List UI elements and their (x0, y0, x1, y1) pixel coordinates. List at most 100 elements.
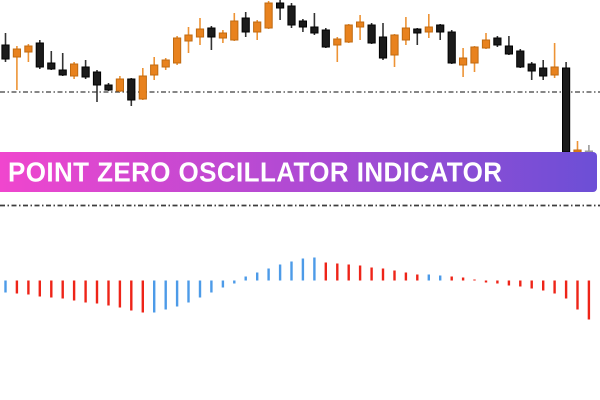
oscillator-bar (244, 276, 247, 281)
oscillator-bar (564, 280, 568, 299)
oscillator-bar (439, 275, 442, 281)
candle-body (287, 5, 296, 26)
candle-body (344, 24, 353, 43)
oscillator-bar (393, 270, 396, 281)
oscillator-bar (15, 280, 19, 294)
candle-body (539, 67, 548, 77)
oscillator-bar (507, 280, 511, 286)
oscillator-bar (542, 280, 545, 291)
oscillator-bar (496, 280, 499, 284)
oscillator-bar (72, 280, 76, 301)
oscillator-bar (38, 280, 41, 297)
oscillator-bar (175, 280, 179, 307)
candle-body (184, 34, 193, 42)
oscillator-bar (301, 258, 305, 281)
oscillator-bar (153, 280, 156, 313)
oscillator-bar (404, 272, 408, 281)
oscillator-bar (576, 280, 579, 310)
candle-body (70, 63, 79, 77)
candle-body (115, 78, 125, 92)
candle-body (58, 69, 67, 76)
oscillator-bar (130, 280, 133, 311)
oscillator-bar (427, 274, 430, 281)
oscillator-bar (164, 280, 167, 310)
oscillator-bar (107, 280, 110, 306)
candle-body (470, 46, 479, 64)
candle-body (298, 20, 307, 28)
candle-body (516, 50, 525, 68)
oscillator-bar (450, 276, 453, 281)
oscillator-bar (118, 280, 122, 308)
oscillator-bar (370, 267, 373, 281)
candle-body (401, 27, 410, 41)
candle-body (378, 36, 388, 59)
oscillator-bar (358, 265, 362, 281)
oscillator-bar (84, 280, 87, 303)
oscillator-bar (27, 280, 30, 295)
candle-body (550, 66, 559, 76)
oscillator-bar (347, 264, 350, 281)
oscillator-bar (484, 280, 488, 283)
oscillator-bar (530, 280, 533, 289)
oscillator-bar (519, 280, 522, 287)
oscillator-bar (416, 274, 419, 281)
oscillator-bar (267, 268, 270, 281)
candle-body (173, 37, 182, 64)
candle-body (424, 26, 433, 33)
oscillator-bar (256, 272, 259, 281)
candle-body (481, 39, 491, 49)
candle-body (321, 29, 330, 48)
oscillator-bar (381, 268, 385, 281)
title-banner: POINT ZERO OSCILLATOR INDICATOR (0, 152, 597, 192)
candle-body (104, 84, 113, 91)
oscillator-bar (210, 280, 213, 293)
candle-body (504, 45, 513, 55)
candle-body (356, 21, 365, 28)
candle-body (241, 17, 250, 33)
candle-body (459, 57, 468, 66)
candle-body (436, 24, 445, 33)
candle-body (218, 32, 228, 39)
oscillator-bar (141, 280, 144, 313)
oscillator-bar (473, 279, 476, 281)
candle-body (390, 34, 399, 56)
oscillator-bar (553, 280, 556, 294)
oscillator-bar (61, 280, 64, 299)
candle-body (47, 62, 56, 70)
candle-body (195, 28, 205, 38)
price-candles-layer (1, 0, 593, 153)
candle-body (562, 67, 571, 153)
oscillator-bar (187, 280, 190, 303)
candle-body (81, 66, 90, 78)
oscillator-bar (278, 264, 282, 281)
candle-body (264, 2, 273, 29)
candle-body (161, 59, 170, 68)
candle-body (1, 44, 10, 60)
candle-body (253, 21, 262, 33)
candle-body (276, 2, 285, 9)
candle-body (413, 28, 422, 34)
candle-body (207, 27, 216, 38)
candle-body (310, 26, 319, 34)
candle-body (127, 78, 136, 101)
oscillator-bar (336, 263, 339, 281)
candle-body (230, 20, 239, 41)
oscillator-bar (461, 277, 465, 281)
candle-body (12, 48, 21, 58)
oscillator-bar (233, 280, 236, 284)
gridlines-layer (0, 91, 600, 207)
candle-body (447, 31, 456, 64)
candle-body (493, 37, 502, 46)
candle-body (35, 42, 44, 68)
candle-body (333, 38, 342, 46)
candle-body (150, 64, 159, 76)
oscillator-bar (324, 262, 327, 281)
oscillator-bar (290, 261, 293, 281)
oscillator-bar (198, 280, 202, 298)
oscillator-bar (587, 280, 591, 320)
candle-body (367, 24, 376, 44)
oscillator-bar (95, 280, 99, 304)
banner-title-text: POINT ZERO OSCILLATOR INDICATOR (8, 155, 503, 188)
candle-body (138, 75, 147, 100)
